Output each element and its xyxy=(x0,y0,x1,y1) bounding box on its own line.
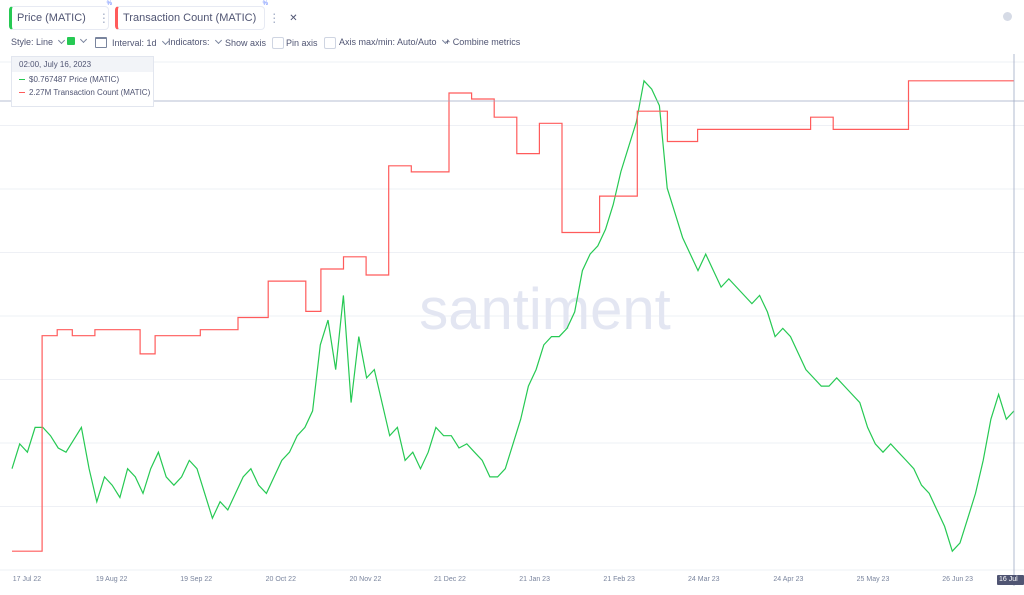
interval-select-label: Interval: 1d xyxy=(112,37,157,48)
style-select[interactable]: Style: Line xyxy=(11,36,66,47)
tooltip-price-row: $0.767487 Price (MATIC) xyxy=(12,74,153,85)
chart-series xyxy=(0,54,1024,586)
axis-minmax-label: Axis max/min: Auto/Auto xyxy=(339,37,437,47)
tooltip-date: 02:00, July 16, 2023 xyxy=(12,57,153,72)
indicators-select-label: Indicators: xyxy=(168,37,210,47)
indicators-select[interactable]: Indicators: xyxy=(168,36,222,47)
chevron-down-icon xyxy=(79,35,88,44)
axis-minmax-select[interactable]: Axis max/min: Auto/Auto xyxy=(339,36,449,47)
x-last-label-badge: 16 Jul 23 xyxy=(997,575,1024,593)
pin-axis-toggle[interactable]: Pin axis xyxy=(286,37,336,49)
pin-axis-checkbox[interactable] xyxy=(323,37,336,49)
metric-tab-tx-label: Transaction Count (MATIC) xyxy=(123,12,257,24)
combine-metrics-label: + Combine metrics xyxy=(445,37,521,47)
combine-metrics-button[interactable]: + Combine metrics xyxy=(445,37,520,47)
x-tick-label: 19 Sep 22 xyxy=(180,576,212,583)
tooltip-tx: 2.27M Transaction Count (MATIC) xyxy=(29,88,151,97)
x-tick-label: 20 Oct 22 xyxy=(266,576,296,583)
settings-gear-icon[interactable] xyxy=(1003,12,1012,21)
x-tick-label: 21 Dec 22 xyxy=(434,576,466,583)
tx-legend-icon xyxy=(19,92,25,93)
color-select[interactable] xyxy=(67,35,88,45)
chart-grid xyxy=(0,61,1024,571)
x-tick-label: 19 Aug 22 xyxy=(96,576,128,583)
price-legend-icon xyxy=(19,79,25,80)
x-tick-label: 20 Nov 22 xyxy=(349,576,381,583)
chart-settings-bar: Style: Line Interval: 1d Indicators: Sho… xyxy=(0,33,1024,51)
tooltip-price: $0.767487 Price (MATIC) xyxy=(29,75,120,84)
x-tick-label: 17 Jul 22 xyxy=(13,576,42,583)
chart-canvas[interactable]: santiment 17 Jul 22 19 Aug 22 19 Sep 22 20 … xyxy=(0,54,1024,586)
chevron-down-icon xyxy=(57,36,66,45)
interval-select[interactable]: Interval: 1d xyxy=(95,37,169,48)
series-line-1 xyxy=(12,80,1014,552)
show-axis-checkbox[interactable] xyxy=(272,37,285,49)
calendar-icon xyxy=(95,37,107,48)
x-tick-label: 21 Jan 23 xyxy=(519,576,550,583)
series-line-0 xyxy=(11,79,1015,553)
x-tick-label: 24 Mar 23 xyxy=(688,576,720,583)
metric-tab-price[interactable]: Price (MATIC) ⋮ ✕ % xyxy=(9,1,127,30)
metric-tab-price-label: Price (MATIC) xyxy=(17,12,86,24)
x-tick-label: 26 Jun 23 xyxy=(942,576,973,583)
metric-tab-price-menu-icon[interactable]: ⋮ xyxy=(97,11,110,25)
hover-tooltip: 02:00, July 16, 2023 $0.767487 Price (MA… xyxy=(11,56,154,107)
watermark: santiment xyxy=(419,277,670,342)
chevron-down-icon xyxy=(214,36,222,45)
metric-tab-tx-close-icon[interactable]: ✕ xyxy=(289,12,298,24)
metric-tab-tx[interactable]: Transaction Count (MATIC) ⋮ ✕ % xyxy=(115,1,298,30)
color-swatch-icon xyxy=(67,37,75,45)
metric-tab-tx-menu-icon[interactable]: ⋮ xyxy=(268,11,281,25)
metric-tab-tx-corner: % xyxy=(262,1,268,7)
pin-axis-label: Pin axis xyxy=(286,38,318,48)
x-axis: 17 Jul 22 19 Aug 22 19 Sep 22 20 Oct 22 20 N… xyxy=(13,576,973,583)
x-tick-label: 25 May 23 xyxy=(857,576,890,583)
show-axis-toggle[interactable]: Show axis xyxy=(225,37,285,49)
metric-tab-price-corner: % xyxy=(106,1,112,7)
x-tick-label: 24 Apr 23 xyxy=(773,576,803,583)
x-tick-label: 21 Feb 23 xyxy=(603,576,635,583)
style-select-label: Style: Line xyxy=(11,37,54,47)
show-axis-label: Show axis xyxy=(225,38,267,48)
tooltip-tx-row: 2.27M Transaction Count (MATIC) xyxy=(12,87,153,98)
